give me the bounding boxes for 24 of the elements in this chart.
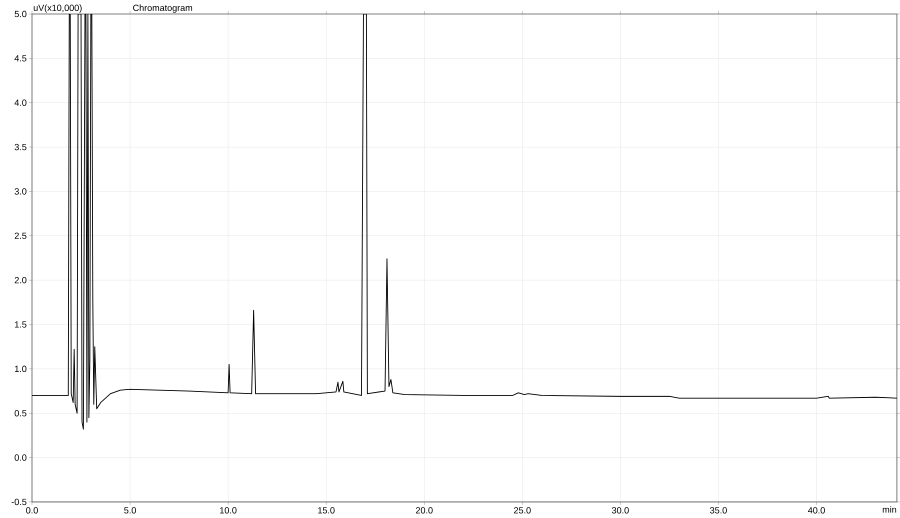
x-tick-label: 0.0: [26, 507, 38, 514]
y-axis-title: uV(x10,000): [34, 4, 82, 13]
x-tick-label: 10.0: [220, 507, 237, 514]
y-tick-label: -0.5: [12, 498, 26, 506]
y-tick-label: 1.0: [14, 366, 26, 372]
x-tick-label: 5.0: [124, 507, 136, 514]
x-tick-label: 40.0: [808, 507, 825, 514]
y-tick-label: 3.0: [14, 188, 26, 195]
chart-title: Chromatogram: [133, 4, 192, 13]
x-tick-label: 35.0: [710, 507, 727, 514]
y-tick-label: 5.0: [14, 10, 26, 18]
y-tick-label: 4.5: [14, 55, 26, 62]
x-tick-label: 15.0: [318, 507, 335, 514]
y-tick-label: 2.5: [14, 232, 26, 240]
x-tick-label: 25.0: [514, 507, 531, 514]
x-tick-label: 20.0: [416, 507, 433, 514]
y-tick-label: 0.0: [14, 454, 26, 461]
y-tick-label: 1.5: [14, 321, 26, 328]
x-axis-title: min: [882, 506, 896, 513]
y-tick-label: 2.0: [14, 276, 26, 284]
y-tick-label: 4.0: [14, 100, 26, 106]
x-tick-label: 30.0: [612, 507, 629, 514]
y-tick-label: 3.5: [14, 144, 26, 150]
y-tick-label: 0.5: [14, 410, 26, 416]
